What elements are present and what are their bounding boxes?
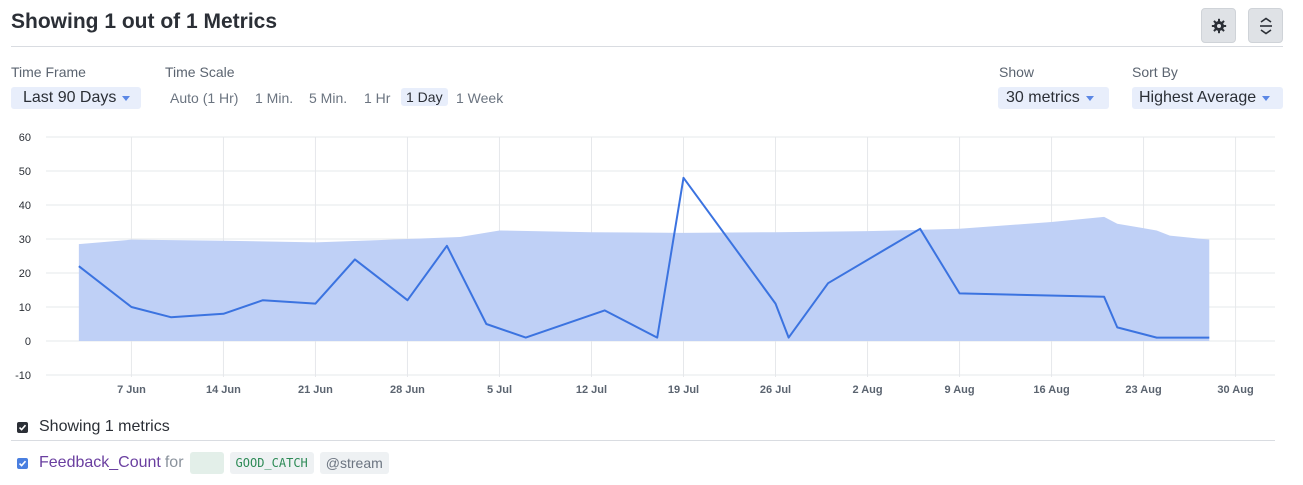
y-tick-label: 10 — [19, 302, 31, 314]
x-tick-label: 12 Jul — [576, 384, 607, 396]
x-tick-label: 5 Jul — [487, 384, 512, 396]
legend-header-label: Showing 1 metrics — [39, 418, 170, 435]
y-tick-label: 40 — [19, 200, 31, 212]
x-tick-label: 23 Aug — [1125, 384, 1161, 396]
time-frame-value: Last 90 Days — [23, 89, 117, 106]
x-tick-label: 28 Jun — [390, 384, 425, 396]
metric-stream-chip[interactable]: @stream — [319, 452, 389, 474]
x-tick-label: 16 Aug — [1033, 384, 1069, 396]
sort-by-label: Sort By — [1132, 64, 1178, 80]
time-frame-dropdown[interactable]: Last 90 Days — [11, 87, 141, 109]
time-scale-option-1hr[interactable]: 1 Hr — [364, 90, 391, 106]
y-tick-label: 0 — [25, 336, 31, 348]
x-tick-label: 14 Jun — [206, 384, 241, 396]
y-tick-label: 20 — [19, 268, 31, 280]
sort-by-dropdown[interactable]: Highest Average — [1132, 87, 1283, 109]
metric-name[interactable]: Feedback_Count — [39, 454, 161, 471]
average-band-area — [78, 216, 1210, 341]
gear-icon — [1211, 18, 1226, 33]
x-tick-label: 7 Jun — [117, 384, 146, 396]
redacted-chip — [189, 452, 224, 474]
caret-down-icon — [122, 95, 131, 101]
show-label: Show — [999, 64, 1035, 80]
metrics-chart[interactable]: 60 50 40 30 20 10 0 -10 7 Jun 14 Jun 21 Jun 28 Jun 5… — [0, 125, 1303, 400]
x-tick-label: 21 Jun — [298, 384, 333, 396]
x-tick-label: 2 Aug — [852, 384, 882, 396]
metric-tag-chip[interactable]: GOOD_CATCH — [229, 452, 314, 474]
collapse-button[interactable] — [1248, 8, 1283, 43]
collapse-expand-icon — [1259, 17, 1272, 34]
page-title: Showing 1 out of 1 Metrics — [11, 10, 278, 33]
checkbox-checked-icon[interactable] — [17, 421, 28, 433]
caret-down-icon — [1262, 95, 1271, 101]
y-tick-label: 50 — [19, 166, 31, 178]
x-tick-label: 9 Aug — [944, 384, 974, 396]
y-tick-label: 60 — [19, 132, 31, 144]
legend-header[interactable]: Showing 1 metrics — [17, 418, 170, 436]
time-frame-label: Time Frame — [11, 64, 86, 80]
x-tick-label: 30 Aug — [1217, 384, 1253, 396]
sort-by-value: Highest Average — [1139, 89, 1257, 106]
legend-divider — [11, 440, 1275, 441]
checkbox-checked-icon[interactable] — [17, 457, 28, 469]
show-value: 30 metrics — [1006, 89, 1080, 106]
time-scale-option-1week[interactable]: 1 Week — [456, 90, 504, 106]
time-scale-option-1day[interactable]: 1 Day — [401, 88, 448, 106]
x-tick-label: 19 Jul — [668, 384, 699, 396]
y-tick-label: -10 — [15, 370, 31, 382]
legend-item[interactable]: Feedback_Count for GOOD_CATCH @stream — [17, 452, 395, 474]
y-tick-label: 30 — [19, 234, 31, 246]
time-scale-option-5min[interactable]: 5 Min. — [309, 90, 348, 106]
time-scale-option-auto[interactable]: Auto (1 Hr) — [170, 90, 239, 106]
metric-for-text: for — [164, 454, 184, 471]
show-dropdown[interactable]: 30 metrics — [998, 87, 1109, 109]
header-divider — [11, 46, 1283, 47]
x-tick-label: 26 Jul — [760, 384, 791, 396]
time-scale-option-1min[interactable]: 1 Min. — [255, 90, 294, 106]
time-scale-label: Time Scale — [165, 64, 235, 80]
settings-button[interactable] — [1201, 8, 1236, 43]
caret-down-icon — [1085, 95, 1094, 101]
